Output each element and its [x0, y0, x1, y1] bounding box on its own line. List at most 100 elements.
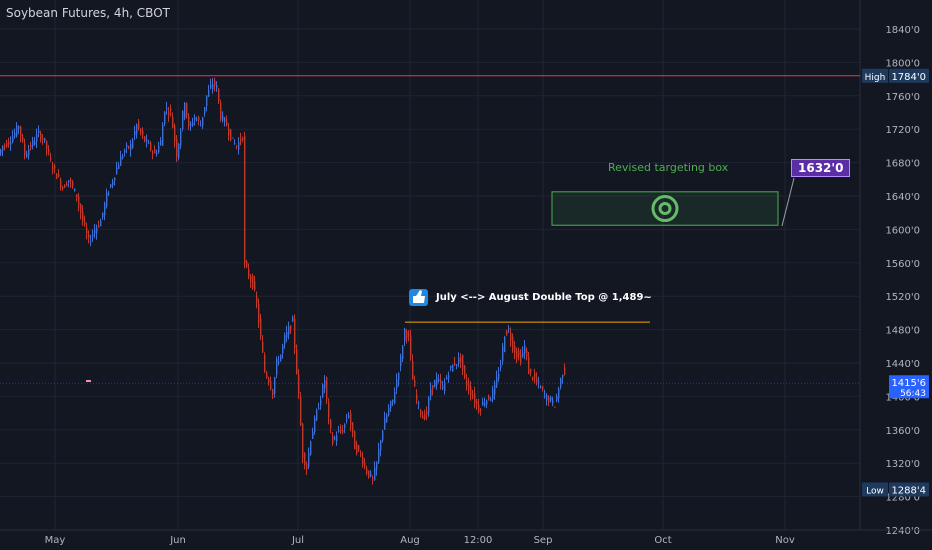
candle-body — [456, 364, 458, 366]
candle-body — [428, 397, 430, 413]
candle-body — [12, 136, 14, 143]
candle-body — [334, 437, 336, 440]
candle-body — [262, 341, 264, 353]
candle-body — [94, 229, 96, 234]
candle-body — [330, 419, 332, 429]
candle-body — [548, 397, 550, 403]
candle-body — [268, 378, 270, 383]
y-tick-label: 1440'0 — [885, 359, 920, 370]
candle-body — [172, 116, 174, 129]
y-tick-label: 1480'0 — [885, 326, 920, 337]
candle-body — [124, 150, 126, 153]
candle-body — [508, 328, 510, 330]
candle-body — [432, 385, 434, 390]
candle-body — [564, 367, 566, 375]
candle-body — [464, 365, 466, 378]
candle-body — [420, 409, 422, 415]
candle-body — [44, 137, 46, 141]
candle-body — [354, 431, 356, 450]
candle-body — [546, 395, 548, 401]
candle-body — [328, 402, 330, 418]
candle-body — [250, 276, 252, 282]
candle-body — [320, 399, 322, 406]
candle-body — [38, 130, 40, 133]
candle-body — [522, 352, 524, 357]
candle-body — [394, 392, 396, 404]
candle-body — [82, 211, 84, 222]
candle-body — [426, 411, 428, 415]
candle-body — [136, 124, 138, 134]
candle-body — [240, 138, 242, 141]
candle-body — [158, 145, 160, 153]
candle-body — [350, 413, 352, 425]
candle-body — [374, 467, 376, 481]
high-value-bg — [889, 68, 929, 83]
candle-body — [448, 375, 450, 378]
candle-body — [554, 406, 556, 408]
candle-body — [40, 132, 42, 141]
candle-body — [24, 143, 26, 156]
candle-body — [220, 103, 222, 121]
candle-body — [306, 464, 308, 469]
candle-body — [298, 374, 300, 394]
candle-body — [348, 415, 350, 418]
x-tick-label: Jun — [169, 535, 186, 546]
candle-body — [318, 408, 320, 410]
candle-body — [436, 377, 438, 386]
candle-body — [64, 185, 66, 188]
candle-body — [302, 423, 304, 458]
candle-body — [26, 153, 28, 158]
candle-body — [92, 234, 94, 237]
candle-body — [462, 354, 464, 370]
candle-body — [78, 196, 80, 206]
candle-body — [62, 187, 64, 189]
candle-body — [74, 188, 76, 192]
candle-body — [188, 116, 190, 127]
marker-dash — [86, 380, 91, 382]
candle-body — [272, 389, 274, 396]
x-tick-label: Nov — [775, 535, 795, 546]
candle-body — [56, 173, 58, 179]
candle-body — [552, 399, 554, 404]
candle-body — [276, 359, 278, 375]
candle-body — [6, 143, 8, 147]
candle-body — [182, 110, 184, 129]
candle-body — [260, 318, 262, 336]
current-price-value: 1415'6 — [891, 378, 926, 389]
candle-body — [130, 144, 132, 151]
y-tick-label: 1560'0 — [885, 259, 920, 270]
candle-body — [226, 121, 228, 126]
candle-body — [68, 180, 70, 183]
candle-body — [10, 142, 12, 145]
candle-body — [378, 448, 380, 462]
candle-body — [372, 477, 374, 479]
candle-body — [32, 139, 34, 147]
candle-body — [234, 143, 236, 145]
candle-body — [514, 345, 516, 354]
thumbs-up-glyph — [413, 290, 425, 303]
candle-body — [232, 137, 234, 139]
candle-body — [180, 131, 182, 146]
candle-body — [560, 378, 562, 388]
candle-body — [406, 330, 408, 338]
candle-body — [280, 354, 282, 361]
candle-body — [210, 84, 212, 88]
candle-body — [370, 473, 372, 477]
candle-body — [98, 225, 100, 227]
candle-body — [470, 386, 472, 396]
candle-body — [304, 453, 306, 466]
x-tick-label: Sep — [534, 535, 553, 546]
candle-body — [434, 380, 436, 388]
y-tick-label: 1360'0 — [885, 426, 920, 437]
candle-body — [152, 152, 154, 154]
candle-body — [360, 453, 362, 455]
candle-body — [468, 382, 470, 391]
candle-body — [170, 108, 172, 111]
candle-body — [144, 136, 146, 142]
candle-body — [236, 145, 238, 147]
candle-body — [450, 366, 452, 368]
candle-body — [178, 143, 180, 159]
candle-body — [422, 415, 424, 419]
candle-body — [202, 117, 204, 126]
